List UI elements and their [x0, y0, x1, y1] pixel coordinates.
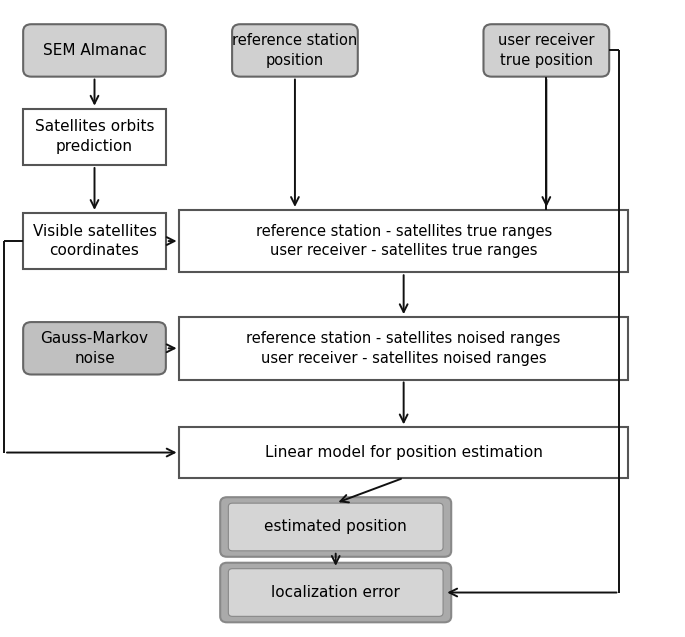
- FancyBboxPatch shape: [23, 24, 166, 76]
- Bar: [23, 213, 166, 269]
- FancyBboxPatch shape: [232, 24, 358, 76]
- Text: localization error: localization error: [271, 585, 400, 600]
- FancyBboxPatch shape: [228, 569, 443, 617]
- Text: SEM Almanac: SEM Almanac: [42, 43, 147, 58]
- Text: Visible satellites
coordinates: Visible satellites coordinates: [32, 224, 156, 259]
- Text: Linear model for position estimation: Linear model for position estimation: [264, 445, 543, 460]
- Text: Satellites orbits
prediction: Satellites orbits prediction: [35, 119, 154, 154]
- Text: estimated position: estimated position: [264, 520, 407, 534]
- Text: user receiver
true position: user receiver true position: [498, 33, 595, 68]
- Bar: [179, 210, 628, 273]
- Text: reference station - satellites true ranges
user receiver - satellites true range: reference station - satellites true rang…: [256, 224, 552, 259]
- Text: reference station - satellites noised ranges
user receiver - satellites noised r: reference station - satellites noised ra…: [247, 331, 561, 366]
- Bar: [179, 427, 628, 478]
- FancyBboxPatch shape: [484, 24, 609, 76]
- FancyBboxPatch shape: [23, 322, 166, 375]
- Text: Gauss-Markov
noise: Gauss-Markov noise: [40, 331, 149, 366]
- Bar: [23, 108, 166, 165]
- FancyBboxPatch shape: [220, 497, 451, 557]
- FancyBboxPatch shape: [220, 562, 451, 622]
- Text: reference station
position: reference station position: [232, 33, 358, 68]
- FancyBboxPatch shape: [228, 503, 443, 551]
- Bar: [179, 317, 628, 380]
